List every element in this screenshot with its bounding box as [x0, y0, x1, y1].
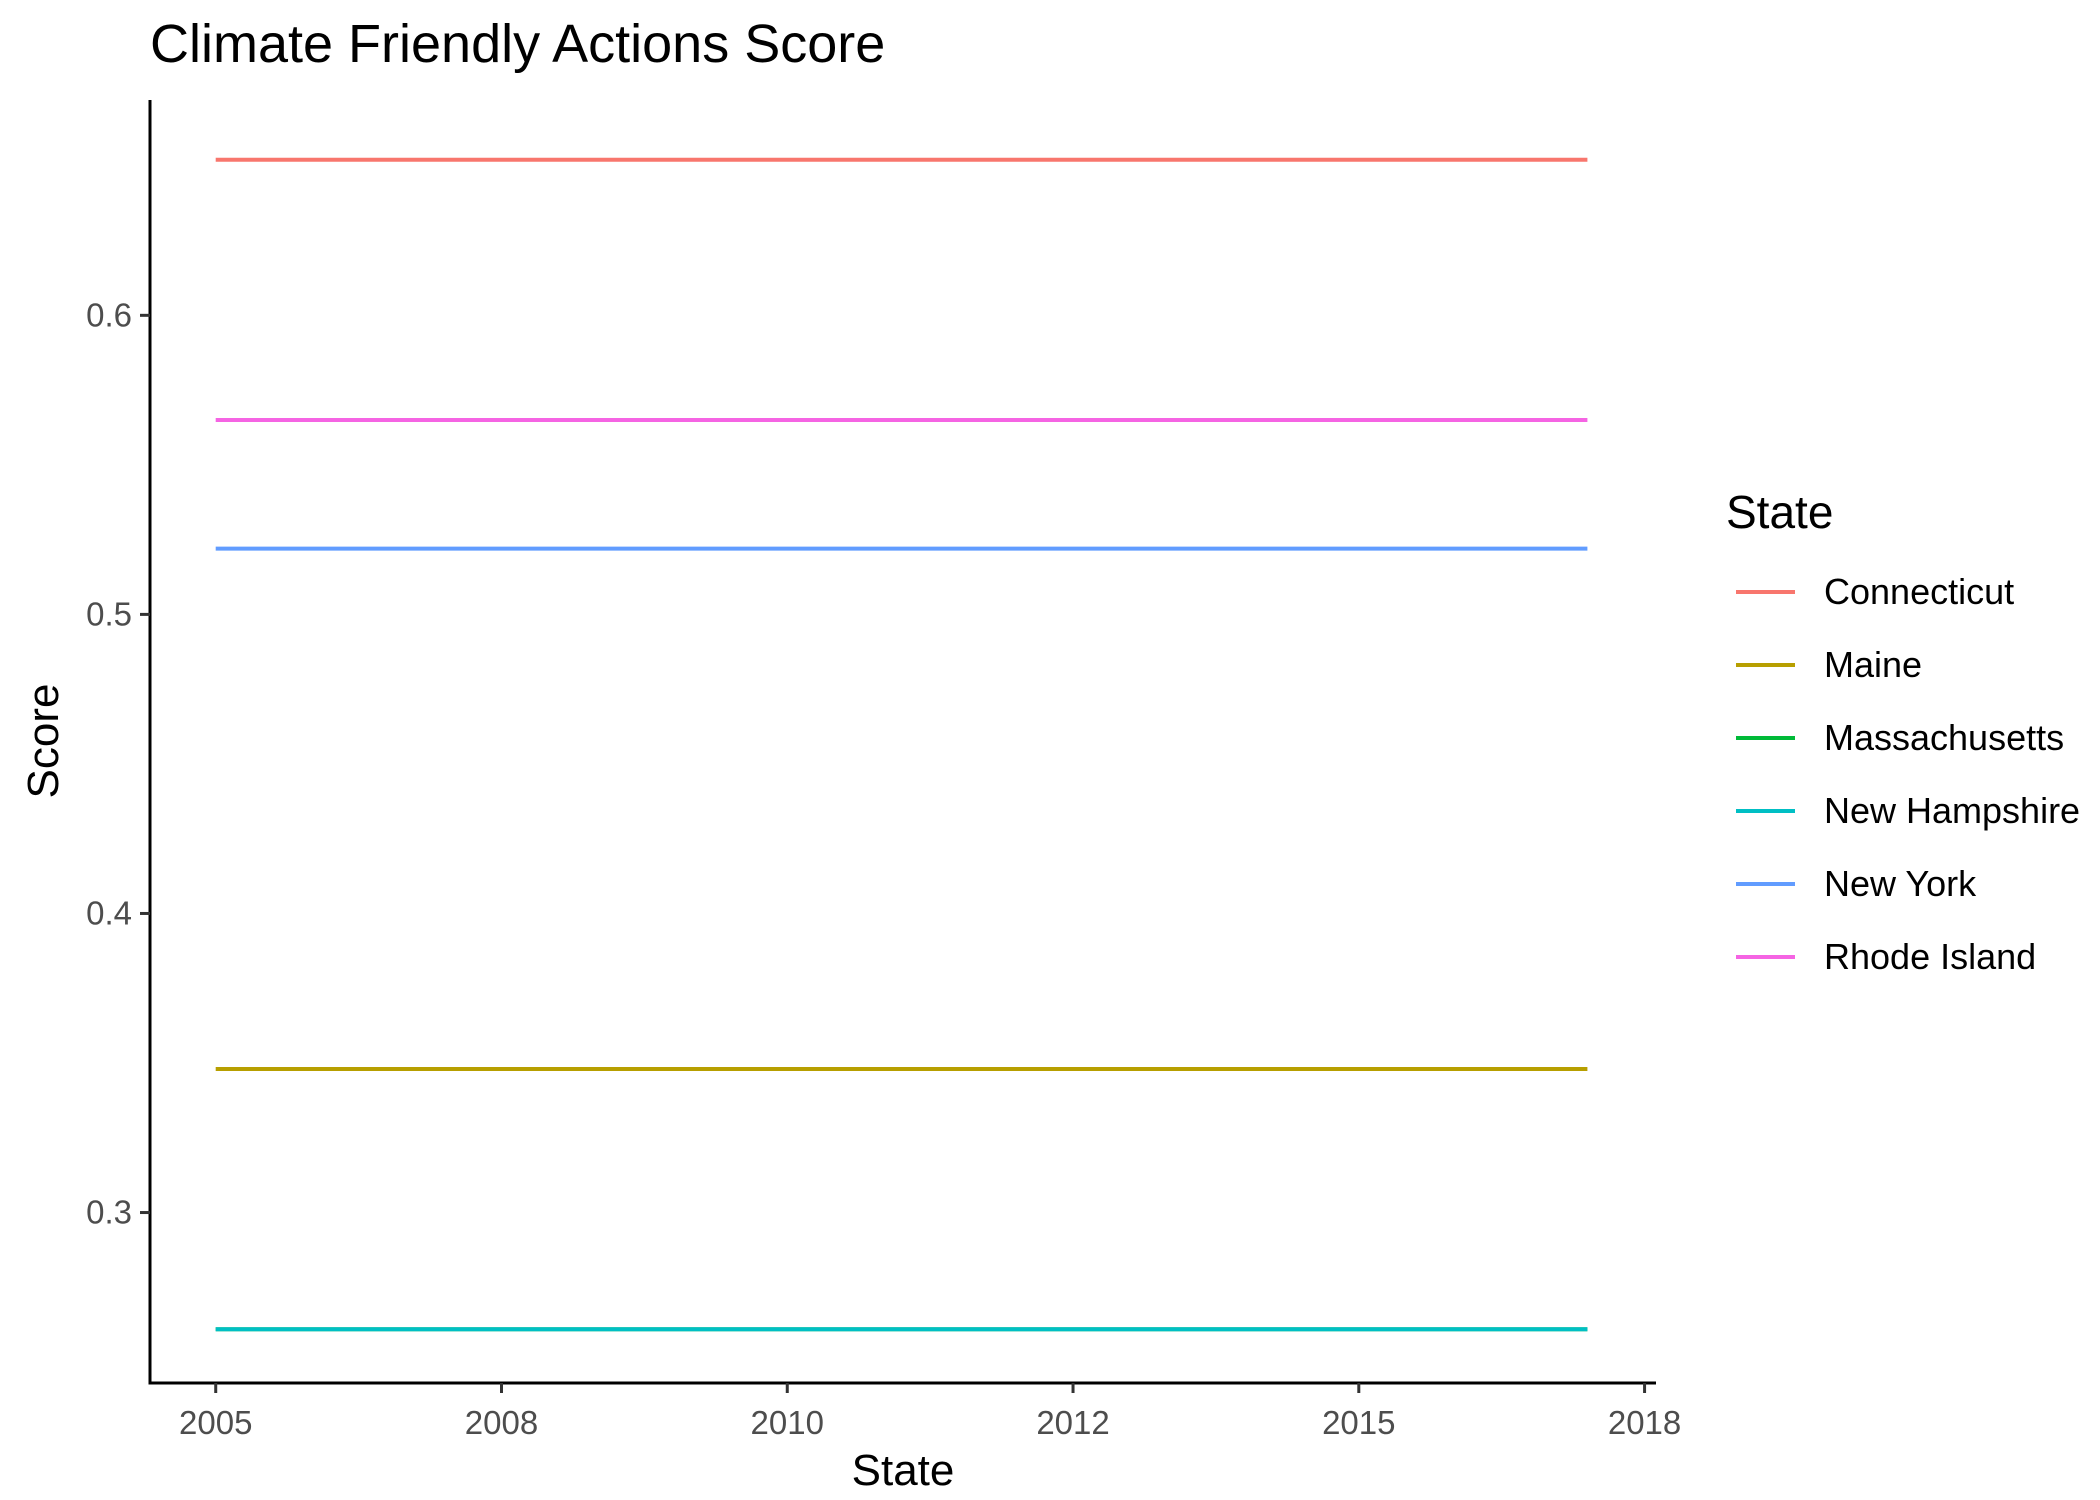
y-tick-label: 0.4 [86, 894, 132, 931]
x-tick-label: 2018 [1608, 1404, 1681, 1441]
y-tick-label: 0.5 [86, 595, 132, 632]
legend-label-new-york: New York [1824, 863, 1977, 904]
chart-title: Climate Friendly Actions Score [150, 14, 885, 74]
x-axis-ticks: 2005 2008 2010 2012 2015 2018 [179, 1383, 1681, 1441]
x-tick-label: 2008 [465, 1404, 538, 1441]
x-tick-label: 2010 [751, 1404, 824, 1441]
legend-label-new-hampshire: New Hampshire [1824, 790, 2080, 831]
y-tick-label: 0.6 [86, 296, 132, 333]
legend-label-connecticut: Connecticut [1824, 571, 2014, 612]
y-axis-title: Score [19, 684, 68, 799]
x-axis-title: State [852, 1446, 955, 1495]
legend-label-maine: Maine [1824, 644, 1922, 685]
x-tick-label: 2015 [1322, 1404, 1395, 1441]
y-tick-label: 0.3 [86, 1194, 132, 1231]
x-tick-label: 2005 [179, 1404, 252, 1441]
x-tick-label: 2012 [1036, 1404, 1109, 1441]
y-axis-ticks: 0.3 0.4 0.5 0.6 [86, 296, 150, 1231]
legend: State Connecticut Maine Massachusetts New H… [1726, 486, 2080, 977]
legend-label-rhode-island: Rhode Island [1824, 936, 2036, 977]
plot-lines [215, 157, 1588, 1332]
legend-label-massachusetts: Massachusetts [1824, 717, 2064, 758]
legend-title: State [1726, 486, 1833, 538]
